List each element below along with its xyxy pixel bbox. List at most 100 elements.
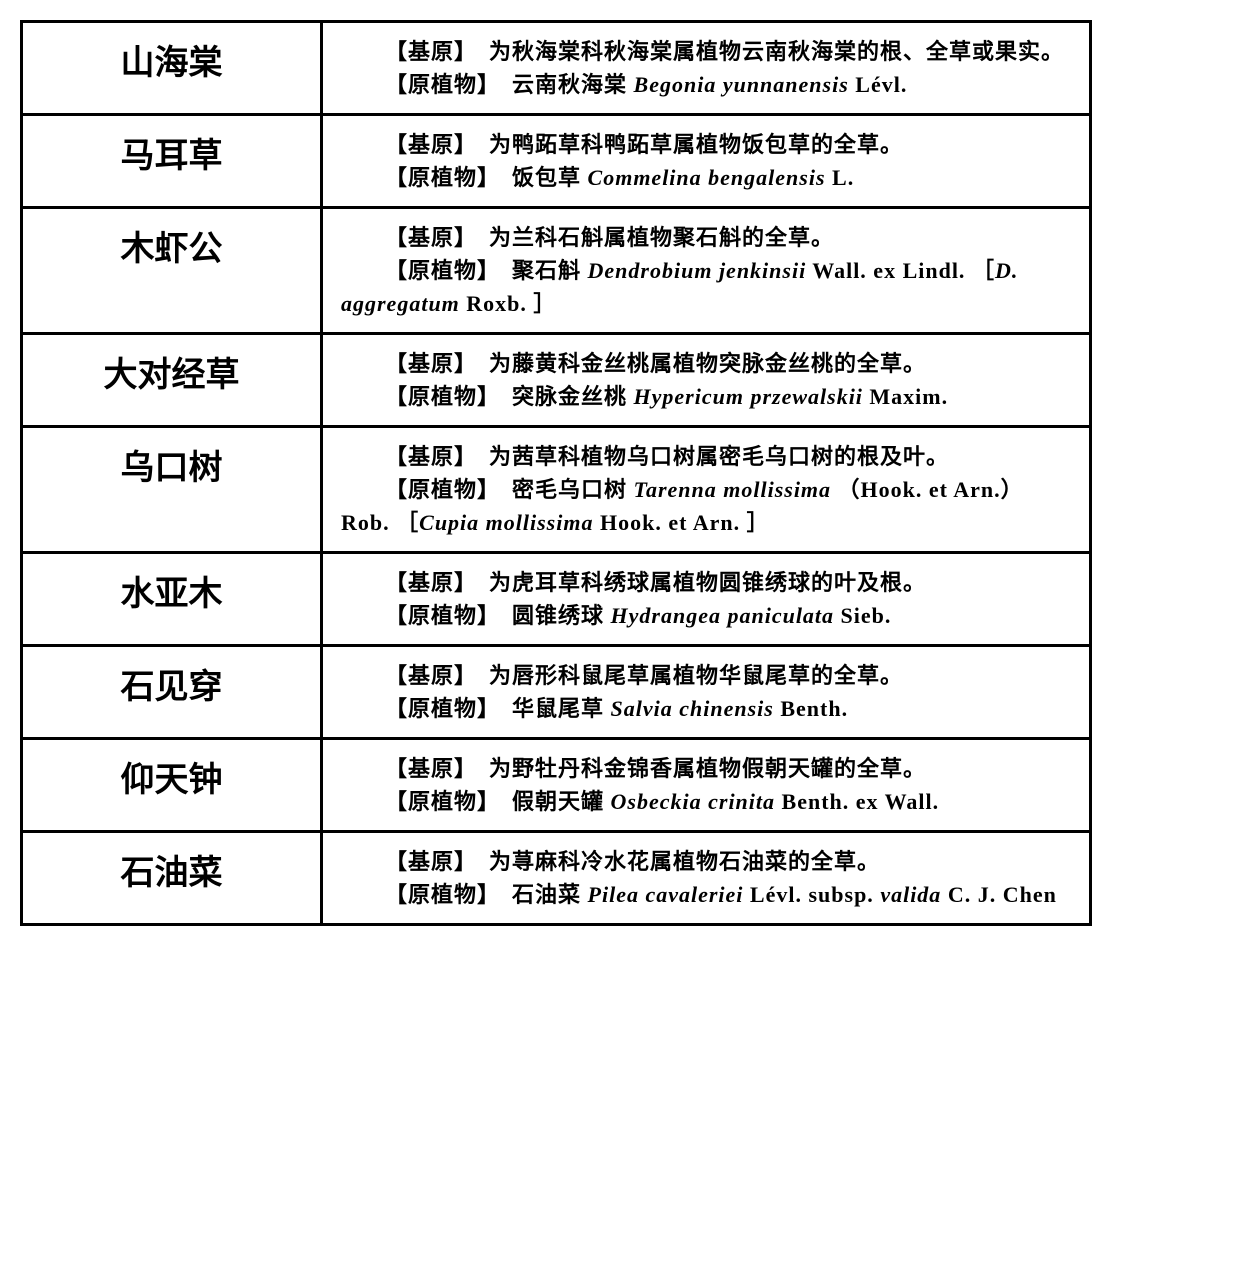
herb-desc-cell: 【基原】 为藤黄科金丝桃属植物突脉金丝桃的全草。【原植物】 突脉金丝桃 Hype… [322, 334, 1091, 427]
herb-desc-cell: 【基原】 为荨麻科冷水花属植物石油菜的全草。【原植物】 石油菜 Pilea ca… [322, 832, 1091, 925]
herb-desc-cell: 【基原】 为野牡丹科金锦香属植物假朝天罐的全草。【原植物】 假朝天罐 Osbec… [322, 739, 1091, 832]
herb-name: 乌口树 [121, 450, 223, 487]
plant-label: 【原植物】 [385, 477, 489, 502]
herb-name-cell: 仰天钟 [22, 739, 322, 832]
bracket-open: ［ [972, 258, 995, 283]
plant-label: 【原植物】 [385, 165, 489, 190]
origin-label: 【基原】 [385, 132, 466, 157]
plant-authority: Benth. ex Wall. [775, 789, 939, 814]
plant-chinese: 突脉金丝桃 [489, 384, 634, 409]
plant-chinese: 密毛乌口树 [489, 477, 634, 502]
herb-name-cell: 大对经草 [22, 334, 322, 427]
bracket-open: ［ [396, 510, 419, 535]
herb-desc-cell: 【基原】 为兰科石斛属植物聚石斛的全草。【原植物】 聚石斛 Dendrobium… [322, 208, 1091, 334]
origin-label: 【基原】 [385, 756, 466, 781]
table-row: 石见穿【基原】 为唇形科鼠尾草属植物华鼠尾草的全草。【原植物】 华鼠尾草 Sal… [22, 646, 1091, 739]
plant-authority: Wall. ex Lindl. [806, 258, 972, 283]
plant-label: 【原植物】 [385, 882, 489, 907]
plant-authority: Lévl. [849, 72, 908, 97]
plant-chinese: 饭包草 [489, 165, 588, 190]
herb-desc-cell: 【基原】 为茜草科植物乌口树属密毛乌口树的根及叶。【原植物】 密毛乌口树 Tar… [322, 427, 1091, 553]
plant-label: 【原植物】 [385, 72, 489, 97]
herb-name-cell: 石见穿 [22, 646, 322, 739]
herb-name-cell: 乌口树 [22, 427, 322, 553]
herb-name: 石油菜 [121, 855, 223, 892]
plant-chinese: 云南秋海棠 [489, 72, 634, 97]
plant-latin: Tarenna mollissima [634, 477, 832, 502]
plant-latin: Osbeckia crinita [611, 789, 776, 814]
table-row: 山海棠 【基原】 为秋海棠科秋海棠属植物云南秋海棠的根、全草或果实。【原植物】 云… [22, 22, 1091, 115]
bracket-close: ］ [747, 510, 770, 535]
plant-latin: Commelina bengalensis [588, 165, 826, 190]
origin-text: 为虎耳草科绣球属植物圆锥绣球的叶及根。 [466, 570, 926, 595]
plant-label: 【原植物】 [385, 696, 489, 721]
table-row: 乌口树 【基原】 为茜草科植物乌口树属密毛乌口树的根及叶。【原植物】 密毛乌口树 … [22, 427, 1091, 553]
origin-label: 【基原】 [385, 849, 466, 874]
plant-chinese: 石油菜 [489, 882, 588, 907]
origin-label: 【基原】 [385, 225, 466, 250]
origin-text: 为唇形科鼠尾草属植物华鼠尾草的全草。 [466, 663, 903, 688]
origin-line: 【基原】 为鸭跖草科鸭跖草属植物饭包草的全草。 [341, 128, 1071, 161]
synonym-authority: Hook. et Arn. [593, 510, 746, 535]
plant-line: 【原植物】 云南秋海棠 Begonia yunnanensis Lévl. [341, 68, 1071, 101]
plant-latin: Begonia yunnanensis [634, 72, 849, 97]
plant-line: 【原植物】 假朝天罐 Osbeckia crinita Benth. ex Wa… [341, 785, 1071, 818]
herb-desc-cell: 【基原】 为唇形科鼠尾草属植物华鼠尾草的全草。【原植物】 华鼠尾草 Salvia… [322, 646, 1091, 739]
table-row: 大对经草【基原】 为藤黄科金丝桃属植物突脉金丝桃的全草。【原植物】 突脉金丝桃 … [22, 334, 1091, 427]
origin-text: 为野牡丹科金锦香属植物假朝天罐的全草。 [466, 756, 926, 781]
table-row: 木虾公【基原】 为兰科石斛属植物聚石斛的全草。【原植物】 聚石斛 Dendrob… [22, 208, 1091, 334]
plant-chinese: 聚石斛 [489, 258, 588, 283]
herb-desc-cell: 【基原】 为鸭跖草科鸭跖草属植物饭包草的全草。【原植物】 饭包草 Commeli… [322, 115, 1091, 208]
origin-line: 【基原】 为兰科石斛属植物聚石斛的全草。 [341, 221, 1071, 254]
plant-authority: Maxim. [863, 384, 948, 409]
origin-text: 为鸭跖草科鸭跖草属植物饭包草的全草。 [466, 132, 903, 157]
origin-line: 【基原】 为虎耳草科绣球属植物圆锥绣球的叶及根。 [341, 566, 1071, 599]
table-row: 仰天钟【基原】 为野牡丹科金锦香属植物假朝天罐的全草。【原植物】 假朝天罐 Os… [22, 739, 1091, 832]
synonym-authority: Roxb. [460, 291, 534, 316]
plant-label: 【原植物】 [385, 789, 489, 814]
herb-name: 石见穿 [121, 669, 223, 706]
plant-label: 【原植物】 [385, 603, 489, 628]
plant-line: 【原植物】 饭包草 Commelina bengalensis L. [341, 161, 1071, 194]
herb-name-cell: 山海棠 [22, 22, 322, 115]
origin-line: 【基原】 为藤黄科金丝桃属植物突脉金丝桃的全草。 [341, 347, 1071, 380]
origin-label: 【基原】 [385, 351, 466, 376]
herb-name-cell: 马耳草 [22, 115, 322, 208]
plant-label: 【原植物】 [385, 384, 489, 409]
plant-line: 【原植物】 华鼠尾草 Salvia chinensis Benth. [341, 692, 1071, 725]
synonym-latin: valida [880, 882, 941, 907]
plant-authority: Sieb. [834, 603, 891, 628]
origin-label: 【基原】 [385, 570, 466, 595]
origin-text: 为兰科石斛属植物聚石斛的全草。 [466, 225, 834, 250]
plant-line: 【原植物】 聚石斛 Dendrobium jenkinsii Wall. ex … [341, 254, 1071, 320]
plant-latin: Pilea cavaleriei [588, 882, 744, 907]
herb-desc-cell: 【基原】 为虎耳草科绣球属植物圆锥绣球的叶及根。【原植物】 圆锥绣球 Hydra… [322, 553, 1091, 646]
origin-text: 为荨麻科冷水花属植物石油菜的全草。 [466, 849, 880, 874]
herb-name-cell: 石油菜 [22, 832, 322, 925]
origin-label: 【基原】 [385, 444, 466, 469]
plant-authority: Benth. [774, 696, 848, 721]
origin-text: 为秋海棠科秋海棠属植物云南秋海棠的根、全草或果实。 [466, 39, 1064, 64]
plant-line: 【原植物】 石油菜 Pilea cavaleriei Lévl. subsp. … [341, 878, 1071, 911]
plant-chinese: 圆锥绣球 [489, 603, 611, 628]
plant-line: 【原植物】 密毛乌口树 Tarenna mollissima （Hook. et… [341, 473, 1071, 539]
plant-chinese: 华鼠尾草 [489, 696, 611, 721]
plant-latin: Hydrangea paniculata [611, 603, 835, 628]
herb-name: 水亚木 [121, 576, 223, 613]
table-row: 马耳草【基原】 为鸭跖草科鸭跖草属植物饭包草的全草。【原植物】 饭包草 Comm… [22, 115, 1091, 208]
herb-name: 山海棠 [121, 45, 223, 82]
plant-line: 【原植物】 突脉金丝桃 Hypericum przewalskii Maxim. [341, 380, 1071, 413]
plant-label: 【原植物】 [385, 258, 489, 283]
herb-name-cell: 水亚木 [22, 553, 322, 646]
herb-name-cell: 木虾公 [22, 208, 322, 334]
plant-authority: L. [826, 165, 855, 190]
plant-authority: Lévl. subsp. [743, 882, 880, 907]
origin-text: 为茜草科植物乌口树属密毛乌口树的根及叶。 [466, 444, 949, 469]
herb-name: 木虾公 [121, 231, 223, 268]
origin-line: 【基原】 为野牡丹科金锦香属植物假朝天罐的全草。 [341, 752, 1071, 785]
herb-name: 马耳草 [121, 138, 223, 175]
herb-name: 仰天钟 [121, 762, 223, 799]
origin-label: 【基原】 [385, 39, 466, 64]
plant-line: 【原植物】 圆锥绣球 Hydrangea paniculata Sieb. [341, 599, 1071, 632]
plant-latin: Dendrobium jenkinsii [588, 258, 807, 283]
